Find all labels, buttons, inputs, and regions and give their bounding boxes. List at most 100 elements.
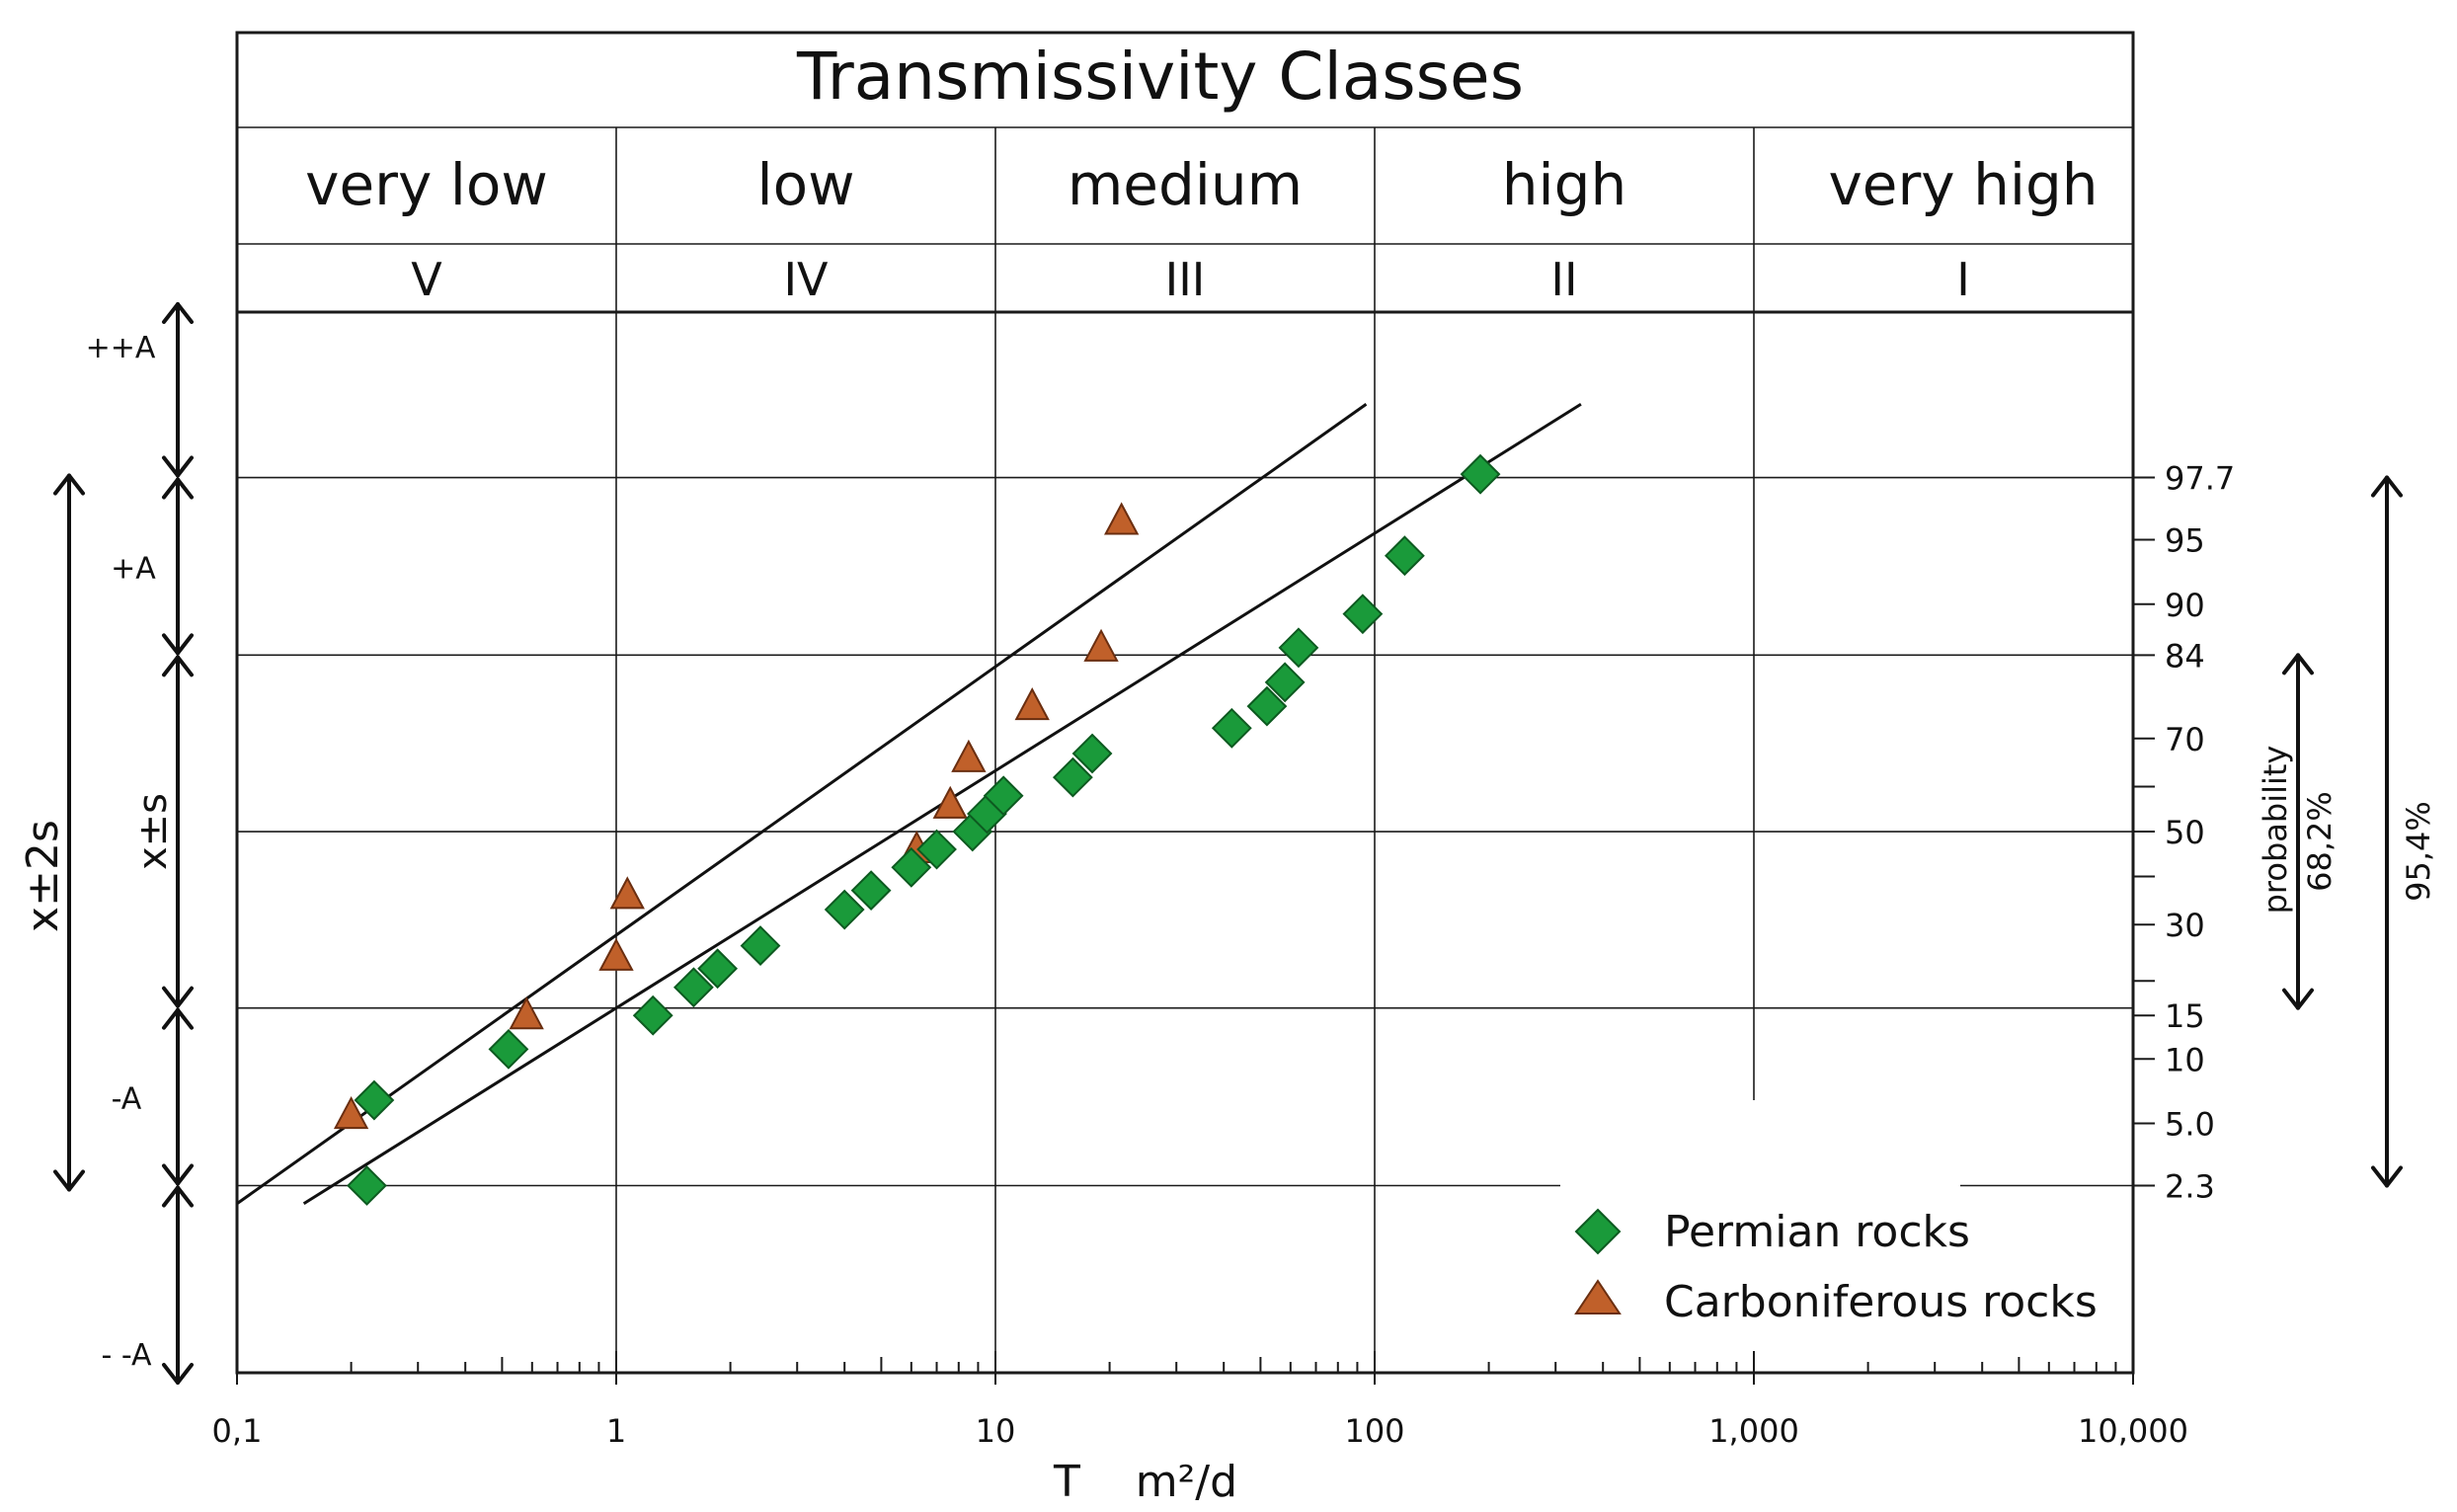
- y-tick-label: 5.0: [2165, 1106, 2215, 1144]
- legend: Permian rocks Carboniferous rocks: [1541, 1190, 2123, 1348]
- right-band-label: 95,4%: [2400, 801, 2437, 902]
- band-label: +A: [111, 551, 156, 586]
- permian-point: [1264, 662, 1306, 703]
- right-band-arrow-head: [2371, 1165, 2403, 1188]
- band-label: x±s: [130, 793, 176, 870]
- outer-band-label: x±2s: [18, 820, 68, 932]
- carboniferous-point: [1083, 628, 1119, 662]
- carboniferous-point: [509, 996, 544, 1030]
- x-axis-title: T m²/d: [1053, 1457, 1237, 1507]
- band-arrow-head: [162, 477, 194, 500]
- y-tick-label: 15: [2165, 997, 2205, 1035]
- y-axis: 97.7 95 90 84 70 50 30 15 10 5.0 2.3: [2133, 460, 2235, 1206]
- permian-point: [983, 775, 1024, 817]
- band-label: ++A: [86, 331, 156, 365]
- carboniferous-point: [598, 937, 634, 971]
- legend-diamond-icon: [1574, 1208, 1622, 1255]
- left-band-arrows: ++A +A x±s -A - -A x±2s: [18, 302, 194, 1385]
- legend-label-carboniferous: Carboniferous rocks: [1664, 1277, 2098, 1327]
- band-label: - -A: [101, 1338, 152, 1373]
- x-axis: 0,1 1 10 100 1,000 10,000: [212, 1351, 2188, 1450]
- x-tick-label: 10: [976, 1412, 1016, 1450]
- band-arrow-head: [162, 1007, 194, 1030]
- right-band-label: 68,2%: [2301, 791, 2338, 892]
- y-axis-title: probability: [2257, 746, 2294, 915]
- grid: [237, 312, 2133, 1373]
- permian-point: [488, 1028, 529, 1070]
- x-tick-label: 10,000: [2078, 1412, 2188, 1450]
- band-arrow-head: [162, 455, 194, 478]
- band-arrow-head: [162, 1163, 194, 1186]
- carboniferous-point: [609, 876, 645, 910]
- legend-triangle-icon: [1574, 1279, 1622, 1314]
- fit-line: [237, 403, 1368, 1205]
- class-name-label: low: [756, 151, 854, 218]
- class-roman-label: I: [1956, 253, 1970, 306]
- permian-point: [697, 948, 739, 990]
- band-arrow-head: [162, 655, 194, 677]
- right-band-arrow-head: [2371, 475, 2403, 498]
- permian-point: [824, 889, 865, 930]
- permian-point: [1246, 685, 1288, 727]
- class-name-label: high: [1502, 151, 1626, 218]
- carboniferous-point: [1014, 687, 1050, 721]
- y-tick-label: 30: [2165, 907, 2205, 944]
- band-arrow-head: [162, 1363, 194, 1385]
- y-tick-label: 84: [2165, 637, 2205, 675]
- right-band-arrows: 68,2% 95,4%: [2282, 475, 2437, 1188]
- permian-point: [347, 1165, 387, 1206]
- legend-label-permian: Permian rocks: [1664, 1207, 1970, 1257]
- carboniferous-point: [1103, 502, 1140, 535]
- band-label: -A: [112, 1082, 142, 1117]
- class-name-label: very high: [1828, 151, 2098, 218]
- y-tick-label: 97.7: [2165, 460, 2235, 498]
- permian-point: [632, 995, 674, 1036]
- permian-point: [740, 925, 781, 967]
- permian-point: [1384, 535, 1425, 577]
- permian-point: [1342, 594, 1384, 635]
- x-tick-label: 1,000: [1708, 1412, 1799, 1450]
- plot-frame: [235, 310, 2135, 1375]
- permian-point: [850, 870, 892, 912]
- right-band-arrow-head: [2282, 653, 2314, 676]
- y-tick-label: 2.3: [2165, 1168, 2215, 1206]
- y-tick-label: 10: [2165, 1041, 2205, 1078]
- band-arrow-head: [162, 633, 194, 656]
- chart-title: Transmissivity Classes: [796, 39, 1524, 115]
- permian-point: [354, 1079, 395, 1121]
- band-arrow-head: [162, 302, 194, 324]
- x-tick-label: 1: [606, 1412, 626, 1450]
- legend-background: [1541, 1190, 2123, 1348]
- permian-point: [673, 967, 714, 1008]
- permian-point: [916, 829, 957, 870]
- carboniferous-point: [951, 739, 987, 772]
- y-tick-label: 50: [2165, 814, 2205, 851]
- x-tick-label: 100: [1344, 1412, 1404, 1450]
- permian-point: [1071, 733, 1113, 774]
- carboniferous-point: [333, 1096, 369, 1130]
- outer-band-arrow-head: [53, 1169, 85, 1192]
- permian-point: [1211, 707, 1252, 749]
- class-roman-label: III: [1165, 253, 1206, 306]
- band-arrow-head: [162, 1185, 194, 1208]
- class-roman-label: V: [411, 253, 442, 306]
- class-name-label: very low: [305, 151, 548, 218]
- class-roman-label: IV: [783, 253, 829, 306]
- x-tick-label: 0,1: [212, 1412, 263, 1450]
- carboniferous-point: [932, 785, 968, 819]
- y-tick-label: 70: [2165, 721, 2205, 758]
- band-arrow-head: [162, 986, 194, 1008]
- y-tick-label: 90: [2165, 587, 2205, 624]
- permian-point: [1460, 453, 1501, 495]
- data-points: [333, 453, 1501, 1206]
- permian-point: [891, 846, 932, 888]
- right-band-arrow-head: [2282, 988, 2314, 1010]
- permian-point: [1278, 627, 1319, 669]
- class-name-label: medium: [1068, 151, 1303, 218]
- y-tick-label: 95: [2165, 522, 2205, 560]
- fit-lines: [237, 402, 1582, 1206]
- outer-band-arrow-head: [53, 473, 85, 496]
